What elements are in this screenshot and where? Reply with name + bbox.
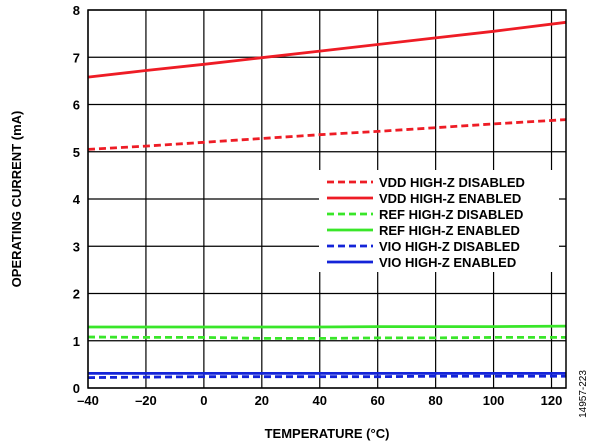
y-axis-label: OPERATING CURRENT (mA) xyxy=(9,111,24,288)
x-tick-label: 80 xyxy=(428,393,442,408)
series-lines xyxy=(87,20,567,379)
figure-id: 14957-223 xyxy=(578,370,589,418)
series-line-ref-high-z-disabled xyxy=(87,335,566,340)
x-tick-labels: –40 –20 0 20 40 60 80 100 120 xyxy=(77,393,562,408)
x-axis-label: TEMPERATURE (°C) xyxy=(265,426,390,441)
y-tick-label: 5 xyxy=(73,145,80,160)
series-line-vio-high-z-disabled xyxy=(87,374,566,379)
legend-label: REF HIGH-Z DISABLED xyxy=(379,207,523,222)
y-tick-label: 0 xyxy=(73,381,80,396)
y-tick-label: 6 xyxy=(73,98,80,113)
series-line-ref-high-z-enabled xyxy=(88,324,567,329)
y-tick-label: 3 xyxy=(73,239,80,254)
y-tick-label: 4 xyxy=(73,192,81,207)
x-tick-label: –20 xyxy=(135,393,157,408)
x-tick-label: 120 xyxy=(541,393,563,408)
legend-label: VIO HIGH-Z DISABLED xyxy=(379,239,520,254)
y-tick-labels: 0 1 2 3 4 5 6 7 8 xyxy=(73,3,81,396)
series-line-vdd-high-z-disabled xyxy=(87,118,567,151)
y-tick-label: 8 xyxy=(73,3,80,18)
x-tick-label: –40 xyxy=(77,393,99,408)
legend-label: REF HIGH-Z ENABLED xyxy=(379,223,520,238)
legend-background xyxy=(319,170,559,272)
y-tick-label: 2 xyxy=(73,287,80,302)
x-tick-label: 100 xyxy=(483,393,505,408)
legend-label: VDD HIGH-Z DISABLED xyxy=(379,175,525,190)
legend-label: VIO HIGH-Z ENABLED xyxy=(379,255,516,270)
x-tick-label: 40 xyxy=(313,393,327,408)
legend-label: VDD HIGH-Z ENABLED xyxy=(379,191,521,206)
series-line-vdd-high-z-enabled xyxy=(87,20,567,79)
y-tick-label: 1 xyxy=(73,334,80,349)
x-tick-label: 60 xyxy=(370,393,384,408)
x-tick-label: 20 xyxy=(255,393,269,408)
x-tick-label: 0 xyxy=(200,393,207,408)
y-tick-label: 7 xyxy=(73,50,80,65)
plot-frame xyxy=(87,9,567,389)
